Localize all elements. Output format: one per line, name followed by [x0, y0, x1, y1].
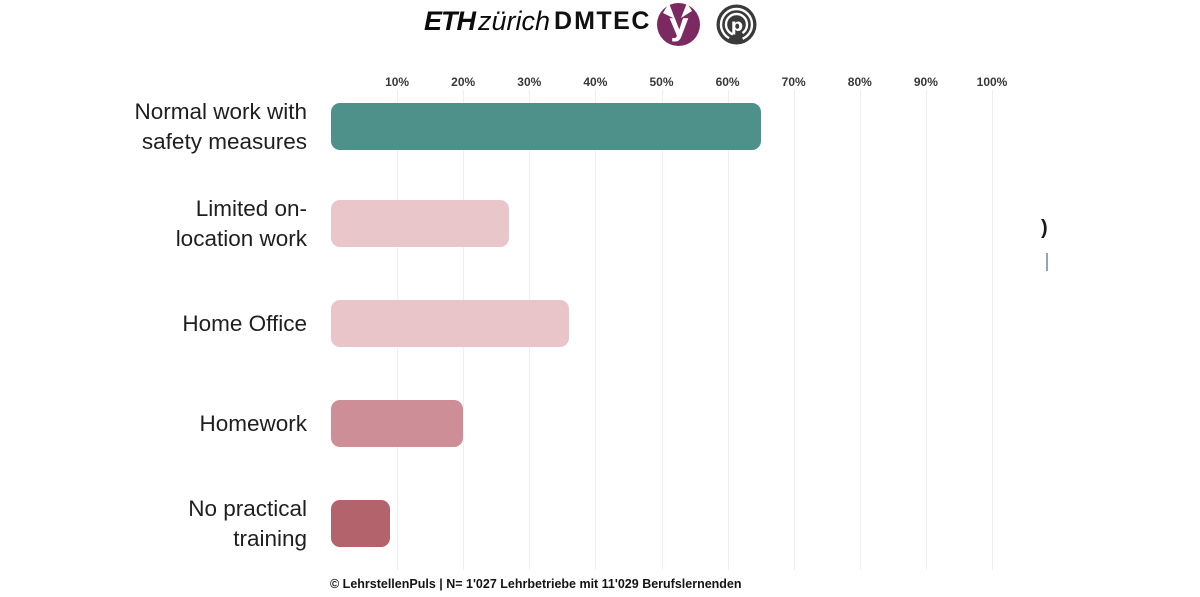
x-axis-tick-label: 40%: [583, 75, 608, 89]
category-label-line: location work: [175, 225, 307, 251]
gridline: [925, 90, 927, 570]
bar-homework: [331, 400, 464, 447]
svg-text:y: y: [669, 8, 689, 43]
gridline: [661, 90, 663, 570]
dmtec-logo: DMTEC: [554, 7, 651, 36]
category-label-line: Home Office: [182, 310, 307, 336]
eth-logo-light-text: zürich: [478, 6, 551, 36]
dmtec-logo-d: D: [554, 7, 573, 35]
x-axis-tick-label: 80%: [847, 75, 872, 89]
category-label-line: Limited on-: [195, 195, 307, 221]
category-label: Normal work with safety measures: [134, 97, 307, 157]
category-label: Home Office: [182, 309, 307, 339]
category-label: Homework: [199, 409, 307, 439]
gridline: [992, 90, 993, 570]
x-axis-tick-label: 30%: [517, 75, 542, 89]
x-axis-tick-label: 20%: [451, 75, 476, 89]
category-label-line: Normal work with: [134, 98, 307, 124]
x-axis-tick-label: 60%: [715, 75, 740, 89]
x-axis-tick-label: 90%: [913, 75, 938, 89]
bar-limited-on-location-work: [331, 200, 510, 247]
svg-text:p: p: [731, 16, 743, 36]
category-label: Limited on-location work: [176, 194, 307, 254]
eth-logo-bold-text: ETH: [424, 6, 476, 36]
x-axis-tick-label: 100%: [976, 75, 1008, 89]
bar-normal-work-with-safety-measures: [331, 103, 761, 150]
dmtec-logo-mtec: MTEC: [574, 7, 651, 35]
category-label-line: Homework: [199, 410, 307, 436]
x-axis-tick-label: 10%: [385, 75, 410, 89]
category-label-line: safety measures: [141, 128, 307, 154]
gridline: [793, 90, 795, 570]
lehrstellenpuls-logo-icon: p: [716, 4, 757, 45]
bar-home-office: [331, 300, 569, 347]
yousty-logo-icon: y: [657, 3, 700, 46]
category-label-line: No practical: [188, 495, 307, 521]
cropped-annotation-paren: ): [1041, 217, 1048, 239]
cropped-annotation-tick: [1046, 253, 1048, 271]
gridline: [859, 90, 861, 570]
source-footnote: © LehrstellenPuls | N= 1'027 Lehrbetrieb…: [330, 577, 742, 591]
category-label-line: training: [233, 525, 307, 551]
logo-header: ETH zürich DMTEC y p: [0, 0, 1200, 52]
gridline: [595, 90, 597, 570]
x-axis-tick-label: 50%: [649, 75, 674, 89]
bar-no-practical-training: [331, 500, 391, 547]
eth-zurich-logo: ETH zürich: [424, 6, 550, 37]
category-label: No practical training: [188, 494, 307, 554]
x-axis-tick-label: 70%: [781, 75, 806, 89]
gridline: [727, 90, 729, 570]
